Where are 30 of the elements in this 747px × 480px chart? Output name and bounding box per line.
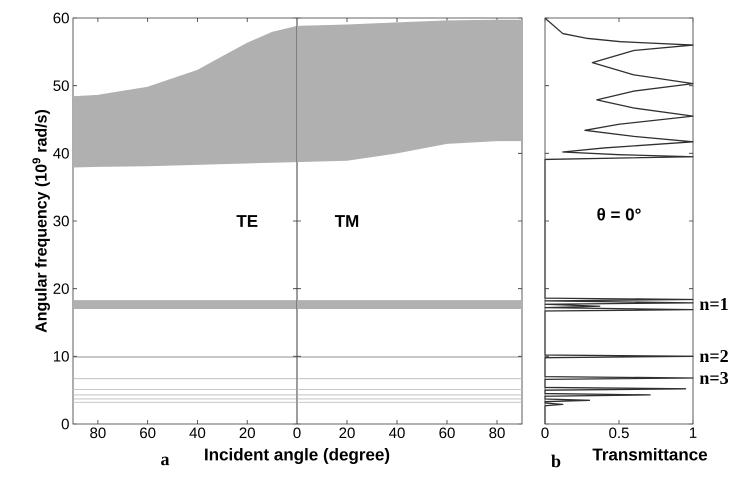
y-tick-label: 20	[54, 283, 69, 294]
y-tick-label: 10	[54, 351, 69, 362]
y-tick-label: 40	[53, 148, 69, 159]
y-axis-title: Angular frequency (10$^{9}$ rad/s)	[32, 110, 50, 332]
x-axis-title: Incident angle (degree)	[205, 448, 390, 464]
text: n=2	[700, 350, 728, 362]
annotation: θ = 0°	[597, 208, 641, 220]
annotation: TM	[334, 215, 358, 227]
x-tick-label: 40	[189, 428, 206, 438]
x-tick-label: 40	[389, 428, 405, 438]
text: a	[161, 456, 170, 466]
x-tick-label: 60	[140, 428, 156, 438]
y-tick-label: 50	[53, 80, 69, 91]
x-tick-label: 1	[690, 428, 696, 438]
annotation: TE	[236, 215, 258, 227]
text: b	[551, 454, 560, 468]
x-tick-label: 0	[293, 428, 301, 438]
x-tick-label: 80	[90, 428, 106, 438]
y-tick-label: 30	[53, 216, 69, 226]
x-axis-title: Transmittance	[592, 448, 708, 461]
x-tick-label: 80	[489, 428, 505, 438]
x-tick-label: 20	[240, 428, 255, 438]
x-tick-label: 0.5	[609, 428, 629, 438]
text: n=1	[700, 298, 728, 310]
y-tick-label: 0	[62, 418, 69, 430]
text: n=3	[700, 372, 728, 384]
x-tick-label: 20	[339, 428, 355, 438]
x-tick-label: 60	[439, 428, 455, 438]
x-tick-label: 0	[541, 428, 549, 438]
y-tick-label: 60	[54, 12, 69, 24]
